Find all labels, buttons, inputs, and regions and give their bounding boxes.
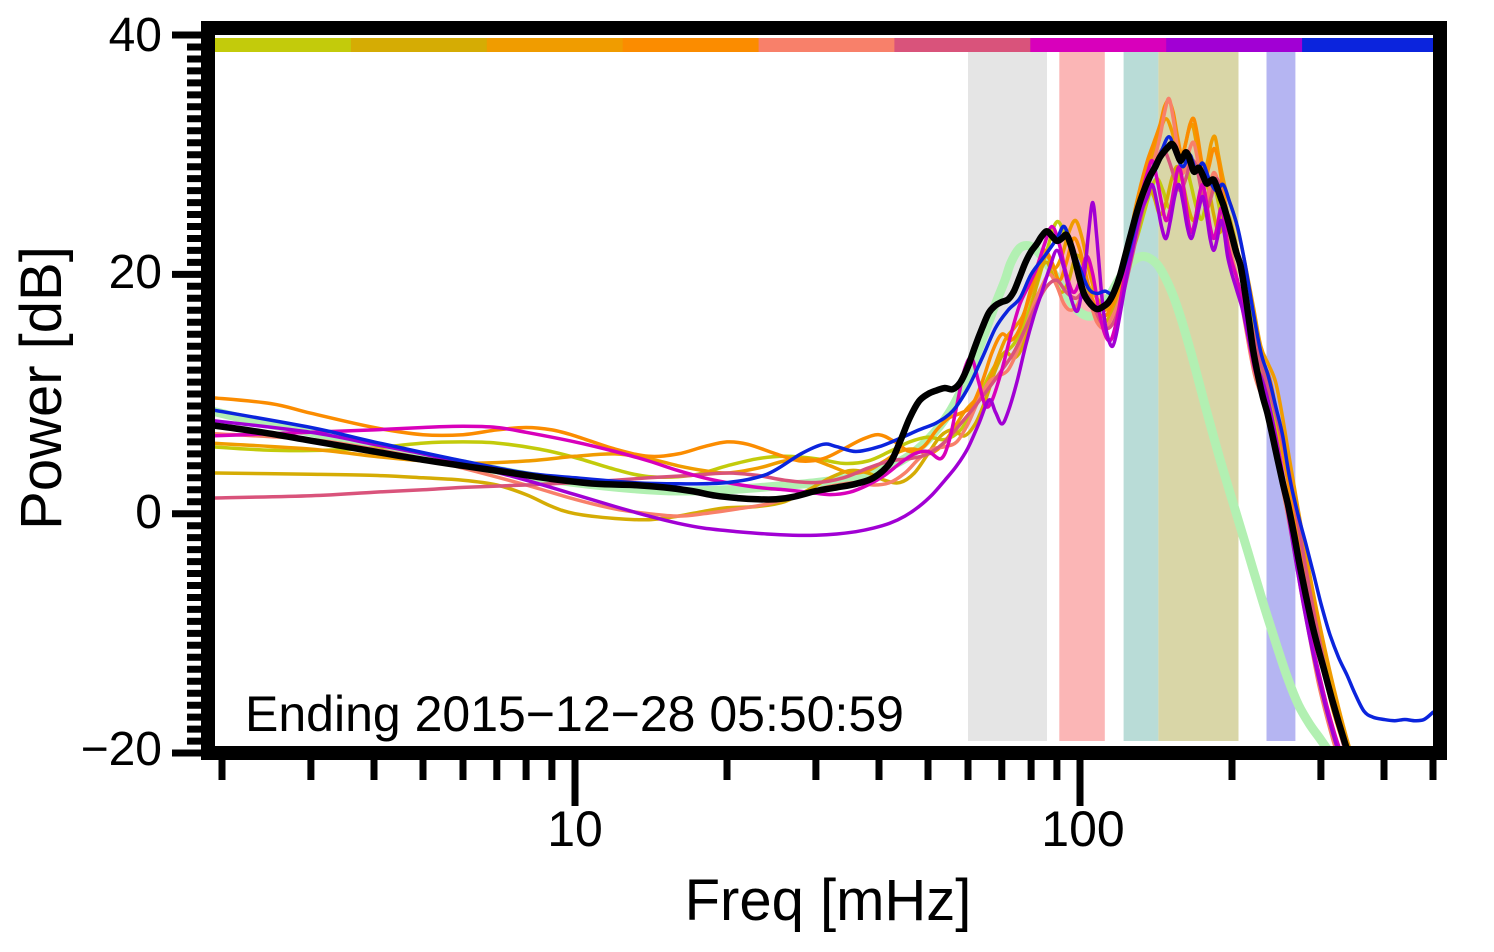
y-tick-label-40: 40 — [108, 9, 162, 62]
series-mean — [215, 140, 1350, 746]
y-axis-ticks — [172, 31, 208, 757]
frequency-bands — [968, 52, 1296, 741]
time-colorbar-segment-2 — [350, 38, 488, 52]
time-colorbar-segment-1 — [215, 38, 352, 52]
time-colorbar — [215, 38, 1439, 52]
x-tick-label-10: 10 — [547, 801, 603, 857]
y-axis-title: Power [dB] — [9, 246, 74, 530]
band-pink — [1059, 52, 1105, 741]
time-colorbar-segment-5 — [758, 38, 895, 52]
time-colorbar-segment-3 — [486, 38, 624, 52]
x-axis-title: Freq [mHz] — [684, 868, 972, 933]
plot-frame — [201, 21, 1447, 760]
spectra-curves — [215, 96, 1433, 746]
series-hour-8 — [215, 182, 1339, 746]
x-tick-label-100: 100 — [1041, 801, 1125, 857]
ending-timestamp-annotation: Ending 2015−12−28 05:50:59 — [245, 686, 904, 742]
time-colorbar-segment-4 — [622, 38, 760, 52]
y-tick-label-m20: −20 — [80, 723, 162, 776]
y-tick-label-0: 0 — [135, 486, 162, 539]
time-colorbar-segment-9 — [1302, 38, 1439, 52]
time-colorbar-segment-8 — [1166, 38, 1303, 52]
time-colorbar-segment-7 — [1030, 38, 1167, 52]
y-tick-label-20: 20 — [108, 246, 162, 299]
x-axis-ticks — [218, 760, 1437, 806]
time-colorbar-segment-6 — [894, 38, 1031, 52]
